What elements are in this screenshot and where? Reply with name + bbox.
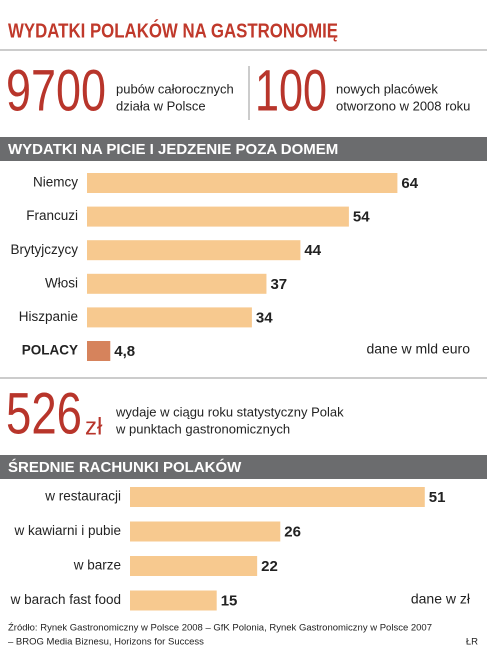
stat-text: nowych placówek	[336, 81, 438, 96]
category-label: Hiszpanie	[19, 309, 78, 324]
stat-text: pubów całorocznych	[116, 81, 234, 96]
value-label: 22	[261, 558, 278, 575]
bar	[87, 307, 252, 328]
bar	[87, 341, 111, 361]
value-label: 44	[304, 242, 321, 259]
section-title: WYDATKI NA PICIE I JEDZENIE POZA DOMEM	[8, 141, 338, 158]
value-label: 51	[429, 489, 446, 506]
stat-number: 9700	[6, 58, 106, 123]
bar	[130, 487, 425, 507]
bar	[130, 590, 217, 611]
title: WYDATKI POLAKÓW NA GASTRONOMIĘ	[8, 18, 338, 42]
bar	[87, 206, 349, 227]
stat-text: działa w Polsce	[116, 98, 206, 113]
category-label: Francuzi	[26, 208, 78, 223]
value-label: 37	[270, 276, 287, 293]
value-label: 15	[221, 592, 238, 609]
value-label: 34	[256, 309, 273, 326]
source: – BROG Media Biznesu, Horizons for Succe…	[8, 637, 204, 648]
stat-text: wydaje w ciągu roku statystyczny Polak	[115, 404, 344, 419]
section-title: ŚREDNIE RACHUNKI POLAKÓW	[8, 458, 242, 476]
category-label: w barze	[73, 558, 121, 573]
category-label: w restauracji	[44, 489, 121, 504]
section-header	[0, 137, 487, 161]
stat-number: 526	[6, 381, 82, 446]
note: dane w mld euro	[366, 341, 470, 357]
category-label: POLACY	[22, 343, 78, 358]
category-label: Niemcy	[33, 175, 78, 190]
bar	[87, 173, 398, 193]
category-label: Włosi	[45, 275, 78, 290]
bar	[87, 240, 301, 261]
note: dane w zł	[411, 591, 471, 607]
category-label: Brytyjczycy	[11, 242, 79, 257]
value-label: 54	[353, 209, 370, 226]
stat-number: 100	[255, 58, 327, 123]
bar	[87, 273, 267, 294]
source: Źródło: Rynek Gastronomiczny w Polsce 20…	[8, 623, 432, 634]
stat-text: w punktach gastronomicznych	[115, 421, 290, 436]
value-label: 64	[401, 175, 418, 192]
category-label: w barach fast food	[10, 592, 121, 607]
stat-text: otworzono w 2008 roku	[336, 98, 470, 113]
author: ŁR	[466, 637, 478, 648]
bar	[130, 556, 258, 576]
section-header	[0, 455, 487, 479]
stat-unit: zł	[85, 413, 103, 440]
category-label: w kawiarni i pubie	[13, 523, 121, 538]
value-label: 4,8	[114, 343, 135, 360]
bar	[130, 521, 281, 542]
value-label: 26	[284, 523, 301, 540]
